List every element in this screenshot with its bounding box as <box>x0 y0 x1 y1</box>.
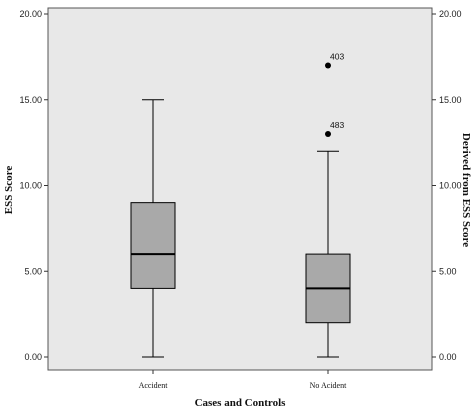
y-axis-label-right: Derived from ESS Score <box>460 133 472 247</box>
y-tick-label-right: 10.00 <box>439 181 462 191</box>
x-axis-label: Cases and Controls <box>195 397 287 409</box>
y-tick-label-right: 20.00 <box>439 9 462 19</box>
boxes-layer: 483 403 <box>130 51 351 358</box>
right-y-axis: 0.00 5.00 10.00 15.00 20.00 <box>432 9 462 362</box>
y-tick-label: 5.00 <box>24 266 42 276</box>
y-tick-label-right: 0.00 <box>439 352 457 362</box>
left-y-axis: 0.00 5.00 10.00 15.00 20.00 <box>19 9 48 362</box>
y-tick-label-right: 15.00 <box>439 95 462 105</box>
y-tick-label: 15.00 <box>19 95 42 105</box>
y-tick-label: 10.00 <box>19 181 42 191</box>
category-label-no-acident: No Acident <box>310 381 347 390</box>
outlier-label: 403 <box>330 51 344 61</box>
outlier-label: 483 <box>330 120 344 130</box>
y-tick-label: 20.00 <box>19 9 42 19</box>
outlier-point <box>325 131 331 138</box>
y-tick-label: 0.00 <box>24 352 42 362</box>
y-tick-label-right: 5.00 <box>439 266 457 276</box>
plot-area <box>47 7 433 371</box>
box-accident <box>130 202 176 289</box>
y-axis-label-left: ESS Score <box>3 166 15 215</box>
category-label-accident: Accident <box>139 381 169 390</box>
outlier-point <box>325 62 331 69</box>
x-axis: Accident No Acident <box>139 370 347 390</box>
